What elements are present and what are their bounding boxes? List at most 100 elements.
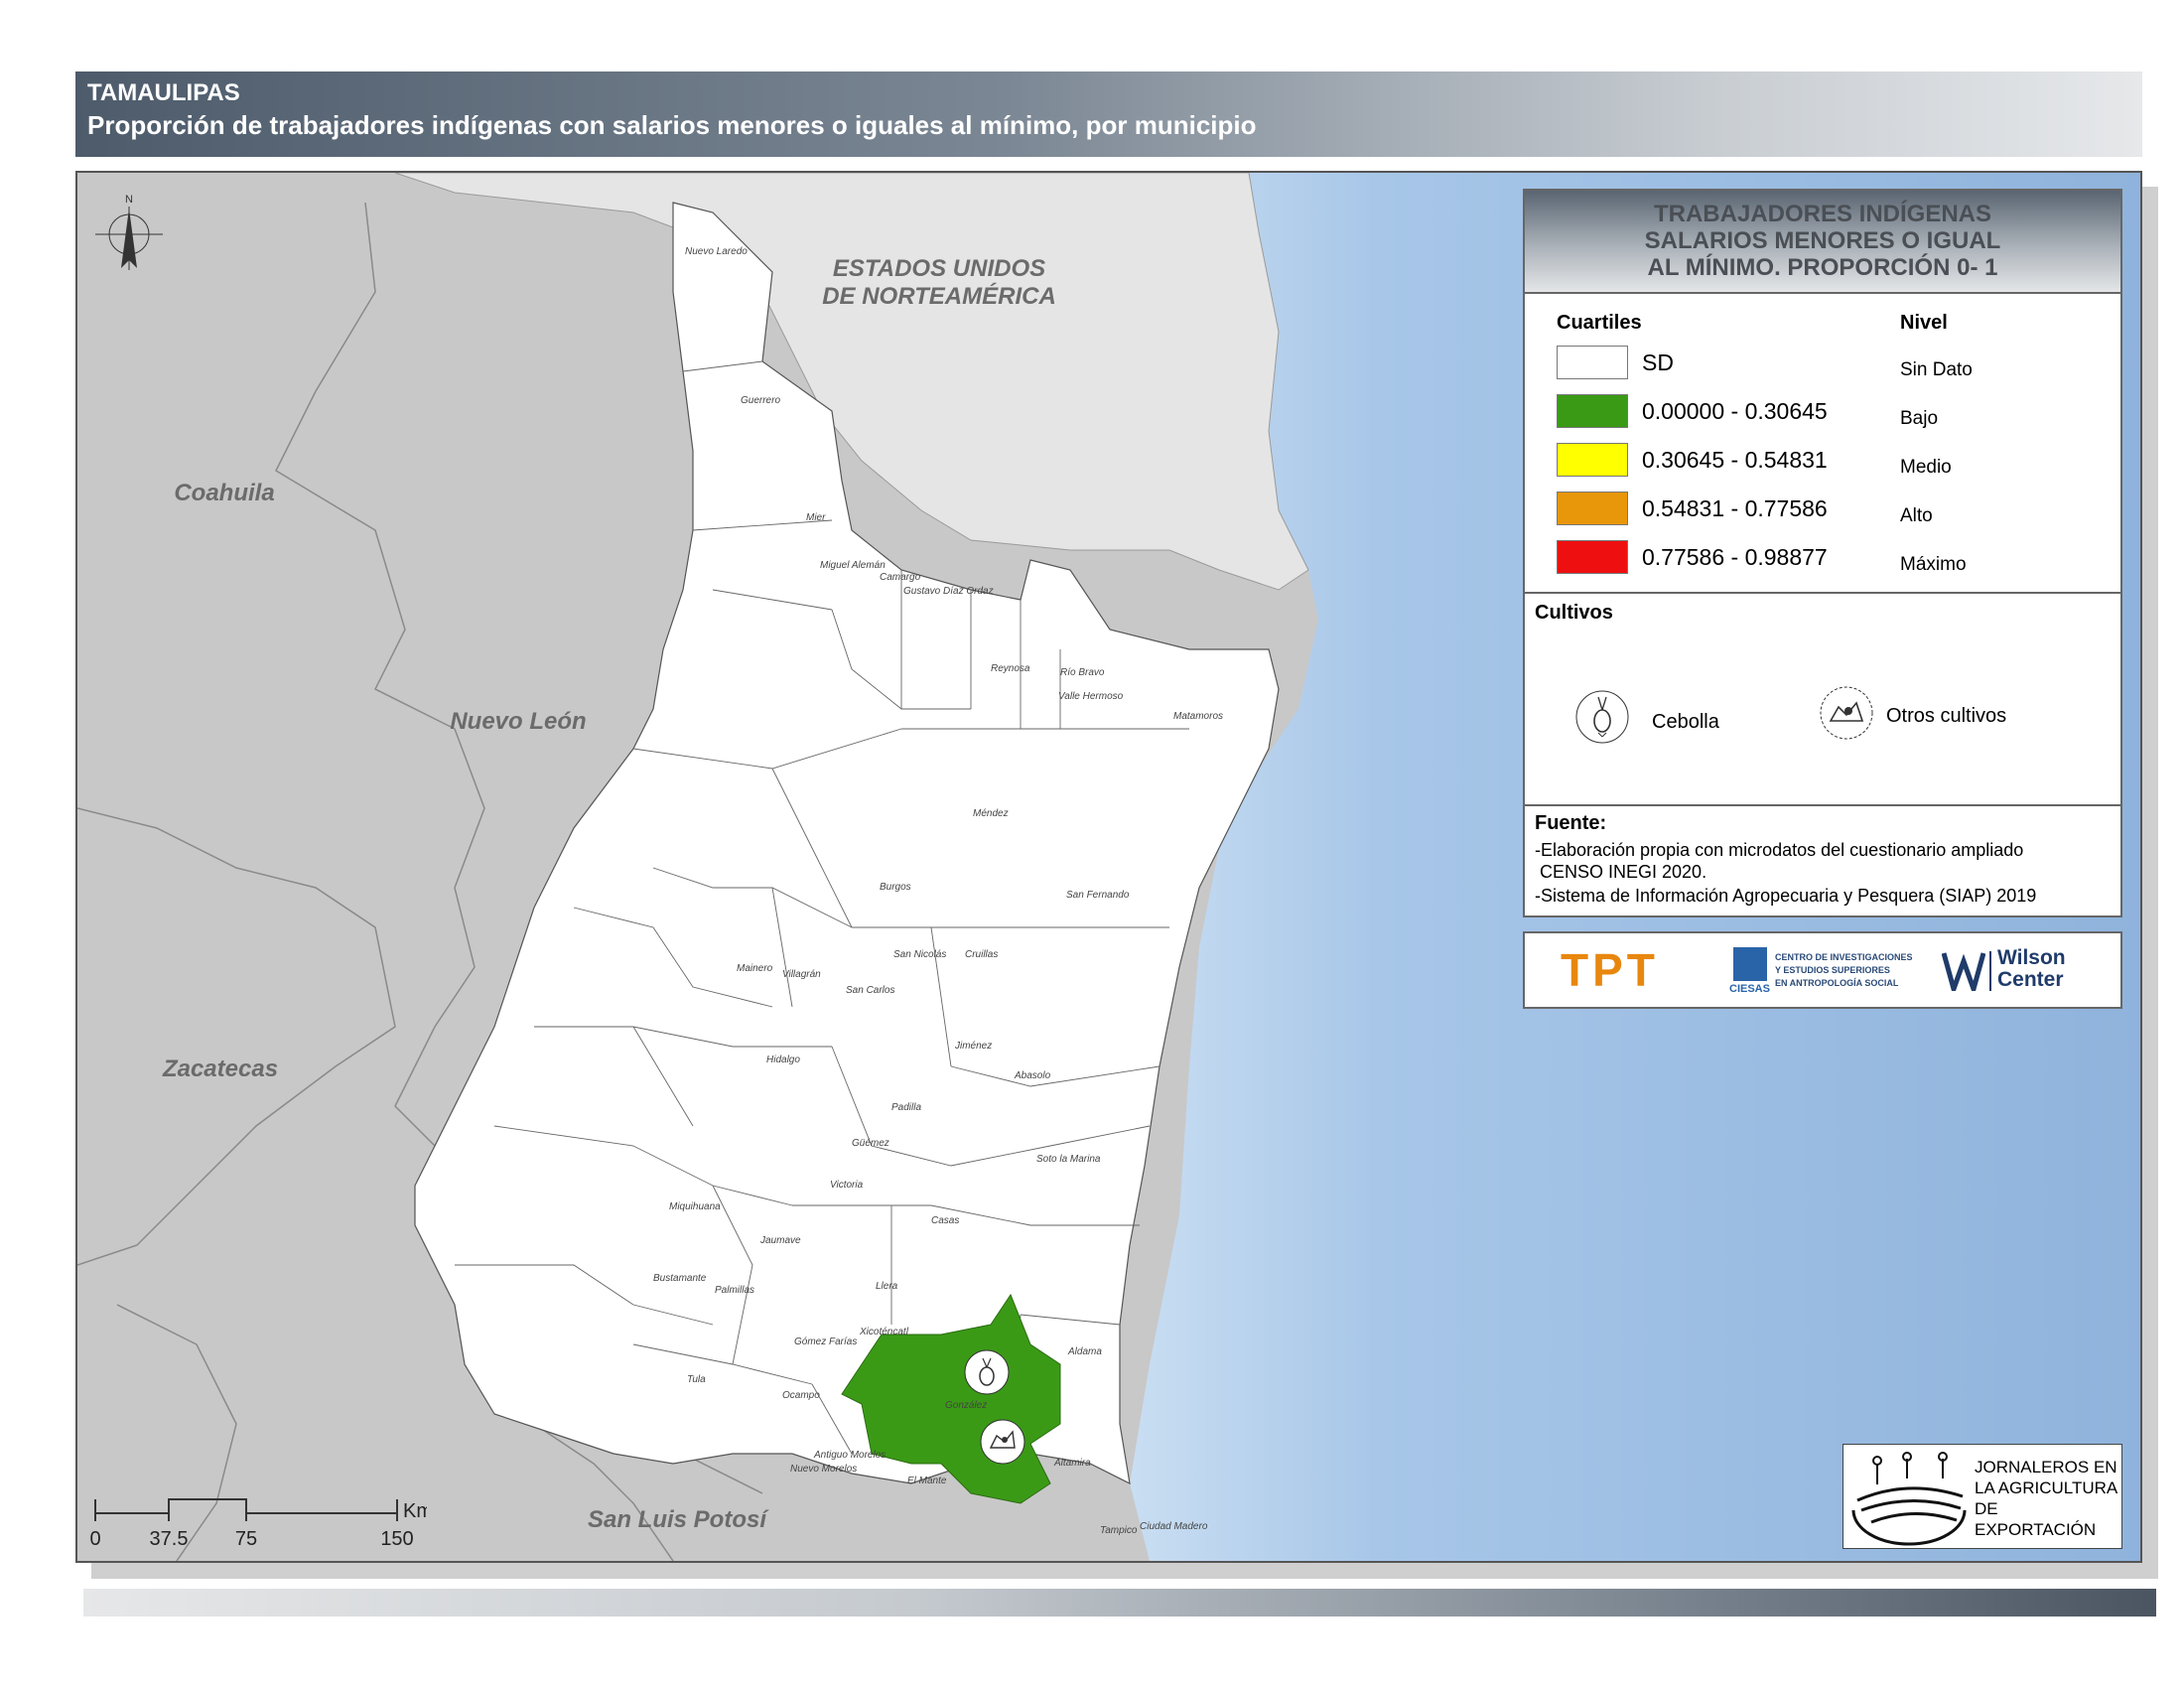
onion-icon xyxy=(1575,690,1629,744)
muni-label: Miquihuana xyxy=(669,1201,721,1212)
nivel-header: Nivel xyxy=(1900,312,1948,334)
muni-label: Jiménez xyxy=(954,1041,992,1052)
swatch-sd xyxy=(1557,346,1628,379)
legend-row-sd: SD Sin Dato xyxy=(1557,346,2113,381)
muni-label: Valle Hermoso xyxy=(1058,691,1124,702)
wilson-line: Wilson xyxy=(1997,946,2066,969)
tpt-logo: TPT xyxy=(1561,944,1659,996)
scale-tick: 0 xyxy=(89,1528,100,1550)
map-state-title: TAMAULIPAS xyxy=(87,79,240,106)
muni-label: Nuevo Laredo xyxy=(685,246,748,257)
onion-marker-icon xyxy=(964,1349,1010,1395)
legend-row-medio: 0.30645 - 0.54831 Medio xyxy=(1557,443,2113,479)
range-label: 0.30645 - 0.54831 xyxy=(1642,447,1828,473)
title-bar: TAMAULIPAS Proporción de trabajadores in… xyxy=(75,71,2142,157)
label-usa-line2: DE NORTEAMÉRICA xyxy=(822,282,1056,310)
muni-label: Mier xyxy=(806,512,826,523)
wilson-text: Wilson Center xyxy=(1997,947,2066,991)
jornaleros-line: JORNALEROS EN xyxy=(1975,1458,2117,1477)
muni-label: Victoria xyxy=(830,1180,864,1191)
other-crops-marker-icon xyxy=(980,1419,1025,1465)
muni-label: El Mante xyxy=(907,1476,947,1486)
legend-row-bajo: 0.00000 - 0.30645 Bajo xyxy=(1557,394,2113,430)
north-arrow-icon: N xyxy=(95,194,163,270)
label-zacatecas: Zacatecas xyxy=(162,1055,278,1082)
range-label: 0.54831 - 0.77586 xyxy=(1642,495,1828,521)
label-san-luis-potosi: San Luis Potosí xyxy=(588,1506,769,1533)
tamaulipas-state xyxy=(414,202,1280,1485)
muni-label: Altamira xyxy=(1053,1458,1091,1469)
ciesas-line: CENTRO DE INVESTIGACIONES xyxy=(1775,952,1913,962)
muni-label: Ocampo xyxy=(782,1390,820,1401)
fuente-line: CENSO INEGI 2020. xyxy=(1535,862,1707,882)
muni-label: Guerrero xyxy=(741,395,780,406)
muni-label: Jaumave xyxy=(759,1235,801,1246)
muni-label: Soto la Marina xyxy=(1036,1154,1101,1165)
legend-row-alto: 0.54831 - 0.77586 Alto xyxy=(1557,492,2113,527)
muni-label: Miguel Alemán xyxy=(820,560,886,571)
nivel-label: Bajo xyxy=(1900,408,1939,429)
wilson-divider xyxy=(1989,951,1991,991)
muni-label: Camargo xyxy=(880,572,921,583)
muni-label: Burgos xyxy=(880,882,911,893)
nivel-label: Máximo xyxy=(1900,554,1967,575)
other-crops-icon xyxy=(1820,686,1873,740)
crop-label-cebolla: Cebolla xyxy=(1652,711,1719,733)
legend-crops: Cultivos Cebolla Otros cultivos xyxy=(1525,594,2120,806)
legend-title: TRABAJADORES INDÍGENAS SALARIOS MENORES … xyxy=(1525,191,2120,294)
jornaleros-line: LA AGRICULTURA xyxy=(1975,1478,2118,1497)
muni-label: Palmillas xyxy=(715,1285,754,1296)
fuente-header: Fuente: xyxy=(1535,812,1607,834)
nivel-label: Sin Dato xyxy=(1900,359,1973,380)
north-label: N xyxy=(125,194,133,206)
legend-title-line: SALARIOS MENORES O IGUAL xyxy=(1644,227,2001,254)
bottom-bar xyxy=(83,1589,2156,1617)
muni-label: San Fernando xyxy=(1066,890,1130,901)
swatch-bajo xyxy=(1557,394,1628,428)
label-coahuila: Coahuila xyxy=(174,480,274,506)
nivel-label: Alto xyxy=(1900,505,1933,526)
muni-label: San Carlos xyxy=(846,985,894,996)
swatch-alto xyxy=(1557,492,1628,525)
muni-label: Ciudad Madero xyxy=(1140,1521,1208,1532)
muni-label: Bustamante xyxy=(653,1273,707,1284)
legend-title-line: TRABAJADORES INDÍGENAS xyxy=(1653,201,1992,227)
muni-label: Río Bravo xyxy=(1060,667,1105,678)
border-zacatecas xyxy=(77,807,396,1266)
nivel-label: Medio xyxy=(1900,457,1952,478)
muni-label: Cruillas xyxy=(965,949,998,960)
swatch-maximo xyxy=(1557,540,1628,574)
swatch-medio xyxy=(1557,443,1628,477)
ciesas-logo-mark xyxy=(1733,947,1767,981)
muni-label: Llera xyxy=(876,1281,898,1292)
scale-graphic: 0 37.5 75 150 Km xyxy=(89,1498,433,1550)
wilson-logo-icon xyxy=(1942,952,1985,991)
muni-label: Matamoros xyxy=(1173,711,1223,722)
muni-label: Aldama xyxy=(1067,1346,1102,1357)
jornaleros-text: JORNALEROS EN LA AGRICULTURA DE EXPORTAC… xyxy=(1975,1457,2121,1540)
ciesas-name: CIESAS xyxy=(1729,983,1770,995)
cuartiles-header: Cuartiles xyxy=(1557,312,1642,334)
legend-panel: TRABAJADORES INDÍGENAS SALARIOS MENORES … xyxy=(1523,189,2122,917)
muni-label: Xicoténcatl xyxy=(859,1327,909,1337)
muni-label: González xyxy=(945,1400,987,1411)
scale-tick: 150 xyxy=(380,1528,413,1550)
scale-tick: 75 xyxy=(235,1528,257,1550)
muni-label: Mainero xyxy=(737,963,773,974)
municipal-borders xyxy=(455,360,1189,1455)
crop-label-otros: Otros cultivos xyxy=(1886,705,2007,727)
partner-logos: TPT CIESAS CENTRO DE INVESTIGACIONES Y E… xyxy=(1523,931,2122,1009)
wilson-line: Center xyxy=(1997,968,2064,991)
muni-label: Tampico xyxy=(1100,1525,1138,1536)
ciesas-line: EN ANTROPOLOGÍA SOCIAL xyxy=(1775,978,1899,988)
range-label: 0.00000 - 0.30645 xyxy=(1642,398,1828,424)
jornaleros-logo: JORNALEROS EN LA AGRICULTURA DE EXPORTAC… xyxy=(1843,1444,2122,1549)
jornaleros-line: DE EXPORTACIÓN xyxy=(1975,1499,2097,1539)
muni-label: Gustavo Díaz Ordaz xyxy=(903,586,994,597)
muni-label: Méndez xyxy=(973,808,1009,819)
legend-source: Fuente: -Elaboración propia con microdat… xyxy=(1525,806,2120,915)
range-label: SD xyxy=(1642,350,1674,375)
muni-label: Antiguo Morelos xyxy=(813,1450,886,1461)
muni-label: Padilla xyxy=(891,1102,921,1113)
label-usa-line1: ESTADOS UNIDOS xyxy=(833,255,1045,282)
